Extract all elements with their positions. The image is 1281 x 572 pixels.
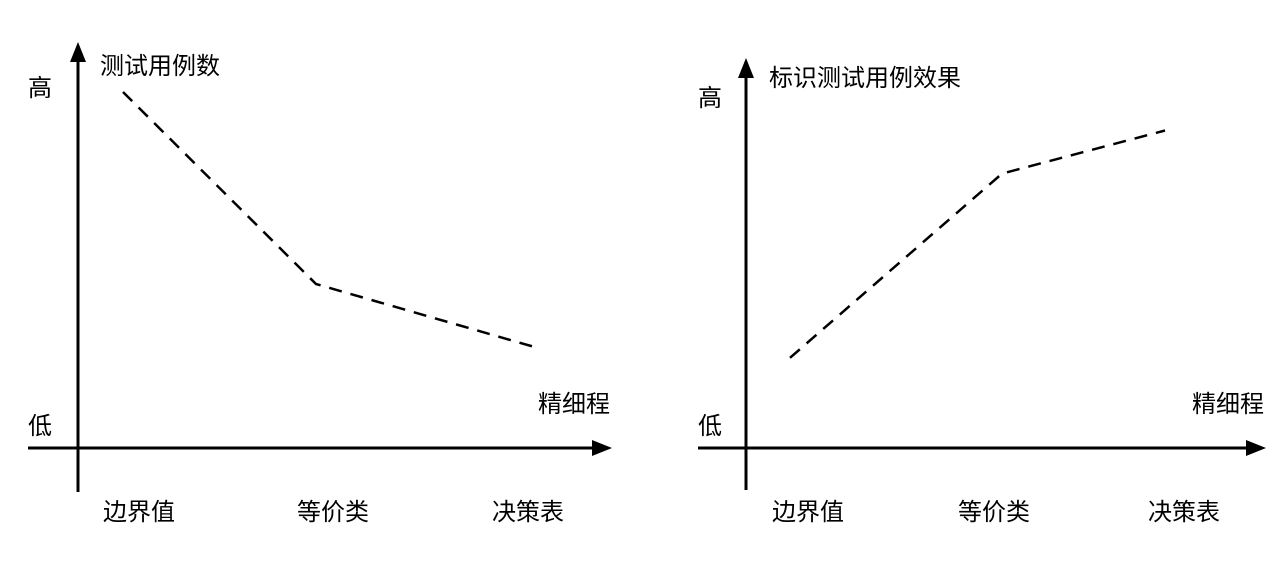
left-chart: 测试用例数 高 低 精细程 边界值 等价类 决策表 [28,42,612,526]
right-y-high-label: 高 [698,84,722,112]
right-tick-label-1: 等价类 [958,498,1030,526]
left-y-low-label: 低 [28,412,52,440]
right-chart: 标识测试用例效果 高 低 精细程 边界值 等价类 决策表 [698,58,1266,526]
left-x-arrowhead [592,440,612,456]
left-tick-label-0: 边界值 [103,498,175,526]
right-x-axis-label: 精细程 [1192,390,1264,418]
right-y-axis-label: 标识测试用例效果 [769,64,961,92]
left-tick-label-2: 决策表 [492,498,564,526]
left-y-arrowhead [70,42,86,62]
left-series-line [122,91,539,350]
left-y-axis-label: 测试用例数 [100,52,220,80]
left-tick-label-1: 等价类 [297,498,369,526]
left-y-high-label: 高 [28,74,52,102]
right-series-line [789,129,1166,359]
right-tick-label-0: 边界值 [772,498,844,526]
right-y-arrowhead [738,58,754,78]
right-y-low-label: 低 [698,412,722,440]
right-x-arrowhead [1246,440,1266,456]
right-tick-label-2: 决策表 [1148,498,1220,526]
left-x-axis-label: 精细程 [538,390,610,418]
